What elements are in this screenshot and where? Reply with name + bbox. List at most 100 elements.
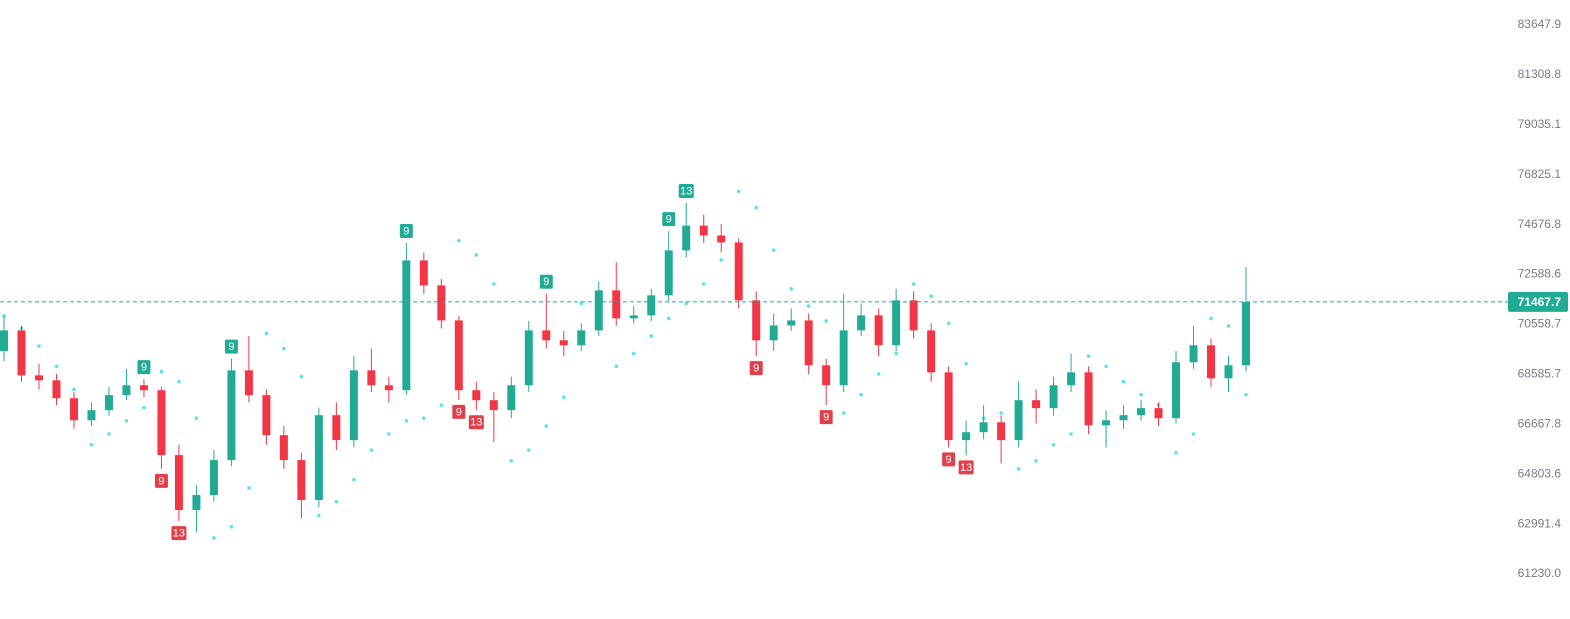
y-tick-label: 62991.4 — [1518, 516, 1562, 530]
candle-body — [1172, 362, 1181, 419]
candle-body — [139, 385, 148, 391]
candle-body — [717, 235, 726, 243]
td-marker: 9 — [154, 473, 168, 488]
sar-dot — [229, 524, 234, 529]
last-price-box — [1508, 291, 1568, 312]
sar-dot — [719, 257, 724, 262]
td-marker-label: 9 — [666, 214, 672, 226]
td-marker: 13 — [678, 183, 694, 198]
candle-body — [279, 435, 288, 461]
candle-body — [244, 370, 253, 396]
candle-body — [507, 385, 516, 411]
sar-dot — [474, 253, 479, 257]
candle-body — [367, 370, 376, 386]
td-marker-label: 9 — [158, 475, 164, 487]
sar-dot — [1139, 392, 1143, 397]
sar-dot — [509, 458, 514, 463]
td-marker: 13 — [958, 460, 974, 475]
y-tick-label: 83647.9 — [1518, 17, 1562, 31]
candle-body — [822, 365, 831, 386]
sar-dot — [317, 513, 321, 518]
sar-dot — [806, 304, 811, 308]
td-marker-box — [678, 183, 694, 198]
td-marker-label: 9 — [228, 341, 234, 353]
y-tick-label: 81308.8 — [1518, 67, 1562, 81]
sar-dot — [159, 369, 164, 374]
sar-dot — [492, 282, 496, 286]
td-marker-label: 13 — [470, 417, 482, 429]
td-marker-box — [958, 460, 974, 475]
sar-dot — [89, 442, 94, 447]
candle-body — [1242, 301, 1250, 366]
sar-dot — [999, 411, 1003, 415]
sar-dot — [264, 331, 269, 336]
candle-body — [909, 300, 918, 331]
sar-dot — [1121, 379, 1126, 384]
sar-dot — [194, 416, 199, 420]
sar-dot — [736, 189, 741, 194]
candle-body — [752, 300, 761, 341]
td-marker-box — [399, 224, 413, 239]
td-marker-box — [468, 415, 484, 430]
sar-dot — [684, 301, 689, 306]
candle-body — [489, 400, 498, 411]
sar-dot — [771, 248, 776, 252]
candle-body — [524, 330, 533, 386]
sar-dot — [579, 301, 584, 306]
y-tick-label: 64803.6 — [1518, 466, 1562, 480]
td-marker: 9 — [662, 212, 676, 227]
candle-body — [1032, 400, 1041, 409]
y-tick-label: 74676.8 — [1518, 217, 1562, 231]
td-marker-label: 9 — [543, 276, 549, 288]
td-marker: 9 — [942, 452, 956, 467]
td-marker-label: 9 — [753, 363, 759, 375]
sar-dot — [789, 287, 793, 291]
td-marker-label: 13 — [173, 528, 185, 540]
candle-body — [594, 290, 603, 331]
candle-body — [34, 375, 43, 381]
candle-body — [419, 260, 428, 286]
candle-body — [402, 260, 411, 391]
td-marker-box — [819, 410, 833, 425]
candle-body — [1067, 372, 1076, 386]
candle-body — [454, 320, 463, 391]
td-marker: 9 — [399, 224, 413, 239]
candle-body — [1154, 408, 1163, 419]
candle-body — [472, 390, 481, 401]
candle-body — [577, 330, 586, 346]
candle-body — [87, 410, 96, 421]
td-marker-box — [942, 452, 956, 467]
candle-body — [1102, 420, 1111, 426]
sar-dot — [1104, 364, 1108, 369]
sar-dot — [439, 403, 444, 407]
td-marker-box — [171, 526, 187, 541]
sar-dot — [544, 424, 549, 428]
sar-dot — [282, 346, 286, 351]
candle-body — [979, 422, 988, 433]
candle-body — [769, 325, 778, 341]
sar-dot — [649, 334, 654, 338]
sar-dot — [964, 361, 968, 366]
candle-body — [122, 385, 131, 396]
sar-dot — [876, 372, 881, 376]
sar-dot — [859, 392, 863, 397]
td-marker-box — [749, 361, 763, 376]
sar-dot — [1174, 450, 1178, 455]
td-marker-label: 9 — [141, 362, 147, 374]
sar-dot — [894, 351, 898, 356]
sar-dot — [369, 448, 374, 452]
sar-dot — [1209, 316, 1213, 321]
candle-body — [734, 242, 743, 301]
sar-dot — [142, 405, 146, 410]
candle-body — [384, 385, 393, 391]
candle-body — [944, 372, 953, 441]
sar-dot — [334, 499, 339, 504]
td-marker-label: 9 — [403, 225, 409, 237]
td-marker-label: 9 — [946, 454, 952, 466]
td-marker-label: 13 — [960, 462, 972, 474]
sar-dot — [754, 205, 758, 210]
sar-dot — [666, 316, 671, 321]
candle-body — [629, 315, 638, 319]
sar-dot — [841, 411, 846, 415]
